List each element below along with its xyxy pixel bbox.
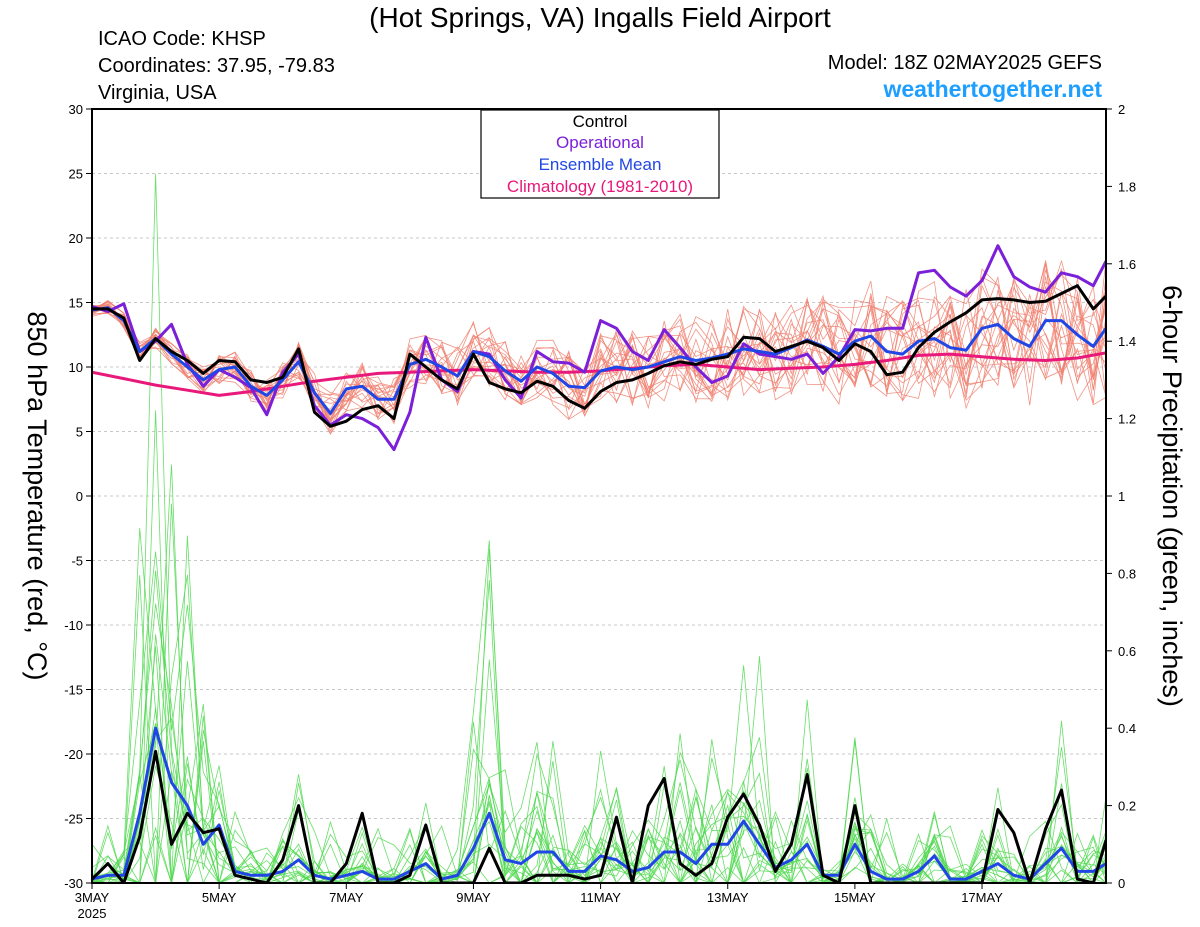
right-tick-label: 1.2 xyxy=(1118,412,1136,427)
legend-box xyxy=(480,109,720,199)
right-tick-label: 0.6 xyxy=(1118,644,1136,659)
left-tick-label: -20 xyxy=(64,747,83,762)
legend-ensemble-mean: Ensemble Mean xyxy=(539,155,662,174)
left-tick-label: 25 xyxy=(69,167,83,182)
precip-member-line xyxy=(92,464,1106,883)
precip-member-line xyxy=(92,535,1106,883)
precip-member-line xyxy=(92,528,1106,883)
model-run-label: Model: 18Z 02MAY2025 GEFS xyxy=(827,52,1102,74)
right-axis-title: 6-hour Precipitation (green, inches) xyxy=(1157,285,1187,707)
left-tick-label: -10 xyxy=(64,618,83,633)
precip-member-line xyxy=(92,173,1106,883)
left-tick-label: -25 xyxy=(64,812,83,827)
precip-member-line xyxy=(92,503,1106,883)
control-temperature-line xyxy=(92,284,1106,428)
legend-control: Control xyxy=(573,112,628,131)
right-tick-label: 1.6 xyxy=(1118,257,1136,272)
left-tick-label: -15 xyxy=(64,683,83,698)
x-tick-label: 15MAY xyxy=(834,890,876,905)
temperature-member-line xyxy=(92,268,1106,422)
ensemble-mean-temperature-line xyxy=(92,306,1106,415)
legend: Control Operational Ensemble Mean Climat… xyxy=(480,109,720,199)
right-tick-label: 1.4 xyxy=(1118,334,1136,349)
left-tick-label: 15 xyxy=(69,296,83,311)
right-tick-label: 2 xyxy=(1118,102,1125,117)
temperature-member-line xyxy=(92,276,1106,425)
left-tick-label: 20 xyxy=(69,231,83,246)
right-tick-label: 1.8 xyxy=(1118,179,1136,194)
icao-code: ICAO Code: KHSP xyxy=(98,28,266,50)
right-tick-label: 0.4 xyxy=(1118,721,1136,736)
x-tick-label: 3MAY xyxy=(75,890,110,905)
region-label: Virginia, USA xyxy=(98,82,217,104)
x-tick-year: 2025 xyxy=(78,906,107,921)
x-tick-label: 7MAY xyxy=(329,890,364,905)
precip-member-line xyxy=(92,570,1106,883)
x-tick-label: 17MAY xyxy=(961,890,1003,905)
gridlines xyxy=(92,173,1106,819)
left-tick-label: 5 xyxy=(76,425,83,440)
precip-member-line xyxy=(92,410,1106,883)
right-tick-label: 0.8 xyxy=(1118,566,1136,581)
left-axis-title: 850 hPa Temperature (red, °C) xyxy=(22,312,52,681)
left-tick-label: -30 xyxy=(64,876,83,891)
right-tick-label: 1 xyxy=(1118,489,1125,504)
ensemble-mean-precip-line xyxy=(92,726,1106,881)
x-tick-label: 11MAY xyxy=(580,890,621,905)
left-tick-label: 0 xyxy=(76,489,83,504)
right-tick-label: 0 xyxy=(1118,876,1125,891)
legend-climatology: Climatology (1981-2010) xyxy=(507,177,693,196)
left-tick-label: 10 xyxy=(69,360,83,375)
legend-operational: Operational xyxy=(556,133,644,152)
x-tick-label: 13MAY xyxy=(707,890,749,905)
operational-temperature-line xyxy=(92,244,1106,452)
temperature-member-line xyxy=(92,275,1106,429)
precip-member-line xyxy=(92,548,1106,883)
temperature-member-line xyxy=(92,280,1106,421)
precip-member-line xyxy=(92,717,1106,883)
precip-member-line xyxy=(92,540,1106,883)
coordinates: Coordinates: 37.95, -79.83 xyxy=(98,55,335,77)
x-tick-label: 5MAY xyxy=(202,890,237,905)
x-tick-label: 9MAY xyxy=(456,890,491,905)
control-precip-line xyxy=(92,749,1106,883)
site-credit: weathertogether.net xyxy=(883,76,1102,102)
precip-member-line xyxy=(92,551,1106,883)
left-tick-label: 30 xyxy=(69,102,83,117)
chart-title: (Hot Springs, VA) Ingalls Field Airport xyxy=(369,2,831,33)
axis-ticks: -30-25-20-15-10-505101520253000.20.40.60… xyxy=(64,102,1136,921)
ensemble-members xyxy=(92,173,1106,883)
left-tick-label: -5 xyxy=(71,554,83,569)
right-tick-label: 0.2 xyxy=(1118,799,1136,814)
primary-series xyxy=(92,244,1106,883)
